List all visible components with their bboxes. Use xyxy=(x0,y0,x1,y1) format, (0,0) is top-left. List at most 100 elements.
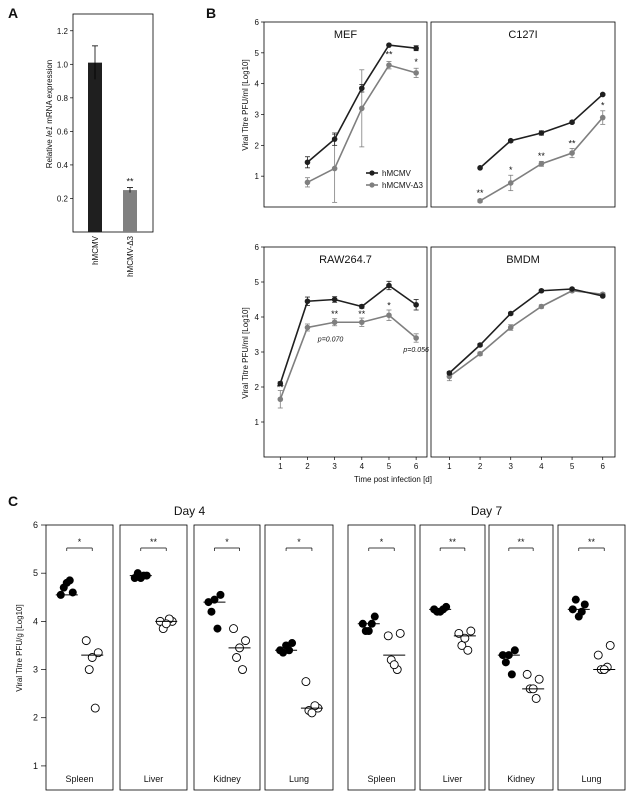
panel-b-significance: ** xyxy=(569,138,577,148)
panel-a-significance: ** xyxy=(126,177,134,187)
panel-b-series-line xyxy=(279,314,417,400)
panel-b-xtick-label: 6 xyxy=(414,462,419,471)
panel-b-xtick-label: 2 xyxy=(478,462,483,471)
panel-b-xtick-label: 1 xyxy=(278,462,283,471)
panel-b-xtick-label: 1 xyxy=(447,462,452,471)
panel-b-significance: ** xyxy=(358,309,366,319)
panel-b-legend-label: hMCMV xyxy=(382,169,412,178)
panel-b-data-point xyxy=(446,370,453,376)
panel-c-filled-point xyxy=(282,641,291,650)
panel-c-ytick-label: 2 xyxy=(33,713,38,723)
panel-b-subplot-title: RAW264.7 xyxy=(319,254,372,266)
panel-c-filled-point xyxy=(216,590,225,599)
panel-letter-c: C xyxy=(8,493,18,509)
panel-c-significance: ** xyxy=(449,537,457,547)
panel-c-organ-label: Lung xyxy=(581,774,601,784)
panel-c-organ-frame xyxy=(488,524,554,791)
panel-c-open-point xyxy=(531,694,541,703)
panel-c-filled-point xyxy=(364,627,373,635)
panel-c-filled-point xyxy=(571,595,580,604)
panel-c-open-point xyxy=(534,674,544,684)
panel-c-organ-label: Spleen xyxy=(65,774,93,784)
panel-a-ytick-label: 0.8 xyxy=(57,94,69,103)
panel-c-open-point xyxy=(90,703,100,713)
panel-b-data-point xyxy=(538,303,545,310)
panel-b-ytick-label: 2 xyxy=(255,141,260,150)
panel-b-data-point xyxy=(277,396,284,403)
panel-c-open-point xyxy=(232,653,241,662)
panel-b-data-point xyxy=(413,301,419,308)
panel-c-open-point xyxy=(605,641,615,650)
panel-b-data-point xyxy=(277,380,284,387)
panel-b-data-point xyxy=(359,303,365,310)
panel-a-category-label: hMCMV xyxy=(91,235,100,265)
panel-c-organ-label: Kidney xyxy=(507,774,535,784)
panel-c-organ-titres: Viral Titre PFU/g [Log10] 1 2 3 4 5 6 Day 4 Spl… xyxy=(15,504,626,791)
panel-b-xtick-label: 2 xyxy=(305,462,310,471)
panel-b-data-point xyxy=(386,312,392,319)
panel-b-ylabel-bottom: Viral Titre PFU/ml [Log10] xyxy=(241,307,250,398)
panel-c-significance: * xyxy=(297,537,301,547)
panel-c-open-point xyxy=(395,628,405,638)
panel-b-ytick-label: 1 xyxy=(255,418,260,427)
panel-b-ytick-label: 6 xyxy=(255,18,260,27)
panel-b-significance: * xyxy=(387,300,391,310)
panel-c-significance: * xyxy=(78,537,82,547)
panel-b-significance: ** xyxy=(477,188,485,198)
panel-a-ytick-label: 1.2 xyxy=(57,27,69,36)
panel-c-open-point xyxy=(241,636,250,646)
panel-c-filled-point xyxy=(574,612,583,621)
panel-b-ylabel-top: Viral Titre PFU/ml [Log10] xyxy=(241,59,250,150)
panel-b-ytick-label: 2 xyxy=(255,383,260,392)
panel-b-significance: * xyxy=(509,165,513,175)
panel-c-day-title: Day 7 xyxy=(471,504,503,518)
panel-b-xtick-label: 3 xyxy=(509,462,514,471)
panel-c-ylabel: Viral Titre PFU/g [Log10] xyxy=(15,604,24,691)
panel-c-open-point xyxy=(81,636,91,646)
panel-b-data-point xyxy=(477,350,483,357)
panel-c-organ-frame xyxy=(347,524,416,791)
panel-c-open-point xyxy=(383,631,393,641)
panel-b-series-line xyxy=(279,284,417,384)
panel-a-ytick-label: 1.0 xyxy=(57,60,69,69)
panel-b-frame xyxy=(263,21,428,208)
panel-b-data-point xyxy=(331,319,338,326)
panel-b-subplot-title: C127I xyxy=(508,29,537,41)
panel-b-data-point xyxy=(304,298,311,305)
panel-a-ylabel: Relative Ie1 mRNA expression xyxy=(45,60,54,169)
panel-b-ytick-label: 3 xyxy=(255,111,260,120)
panel-c-day-title: Day 4 xyxy=(174,504,206,518)
panel-b-ytick-label: 3 xyxy=(255,348,260,357)
panel-b-significance: ** xyxy=(385,49,393,59)
panel-b-data-point xyxy=(507,180,514,186)
panel-b-data-point xyxy=(507,324,514,331)
panel-b-data-point xyxy=(569,286,575,292)
panel-c-filled-point xyxy=(62,578,71,587)
panel-a-ytick-label: 0.4 xyxy=(57,161,69,170)
panel-c-filled-point xyxy=(213,624,222,633)
panel-b-data-point xyxy=(599,114,606,121)
panel-c-significance: ** xyxy=(150,537,158,547)
panel-c-organ-label: Kidney xyxy=(213,774,241,784)
panel-a-bar xyxy=(88,62,102,232)
panel-b-data-point xyxy=(599,293,606,299)
panel-b-growth-curves: Viral Titre PFU/ml [Log10] Viral Titre P… xyxy=(241,18,616,484)
panel-c-ytick-label: 6 xyxy=(33,520,38,530)
panel-c-organ-frame xyxy=(264,524,334,791)
panel-b-frame xyxy=(430,21,616,208)
panel-c-open-point xyxy=(522,669,532,679)
panel-c-organ-label: Lung xyxy=(289,774,309,784)
panel-b-xtick-label: 4 xyxy=(539,462,544,471)
panel-b-data-point xyxy=(477,198,483,204)
panel-a-frame xyxy=(72,13,154,233)
panel-c-open-point xyxy=(389,660,399,670)
panel-b-subplot-title: BMDM xyxy=(506,254,540,266)
panel-b-data-point xyxy=(507,310,514,317)
panel-c-significance: ** xyxy=(517,537,525,547)
panel-b-ytick-label: 1 xyxy=(255,172,260,181)
panel-c-filled-point xyxy=(288,639,297,648)
panel-b-ytick-label: 4 xyxy=(255,80,260,89)
panel-c-organ-label: Liver xyxy=(443,774,463,784)
panel-a-bar xyxy=(123,190,137,232)
